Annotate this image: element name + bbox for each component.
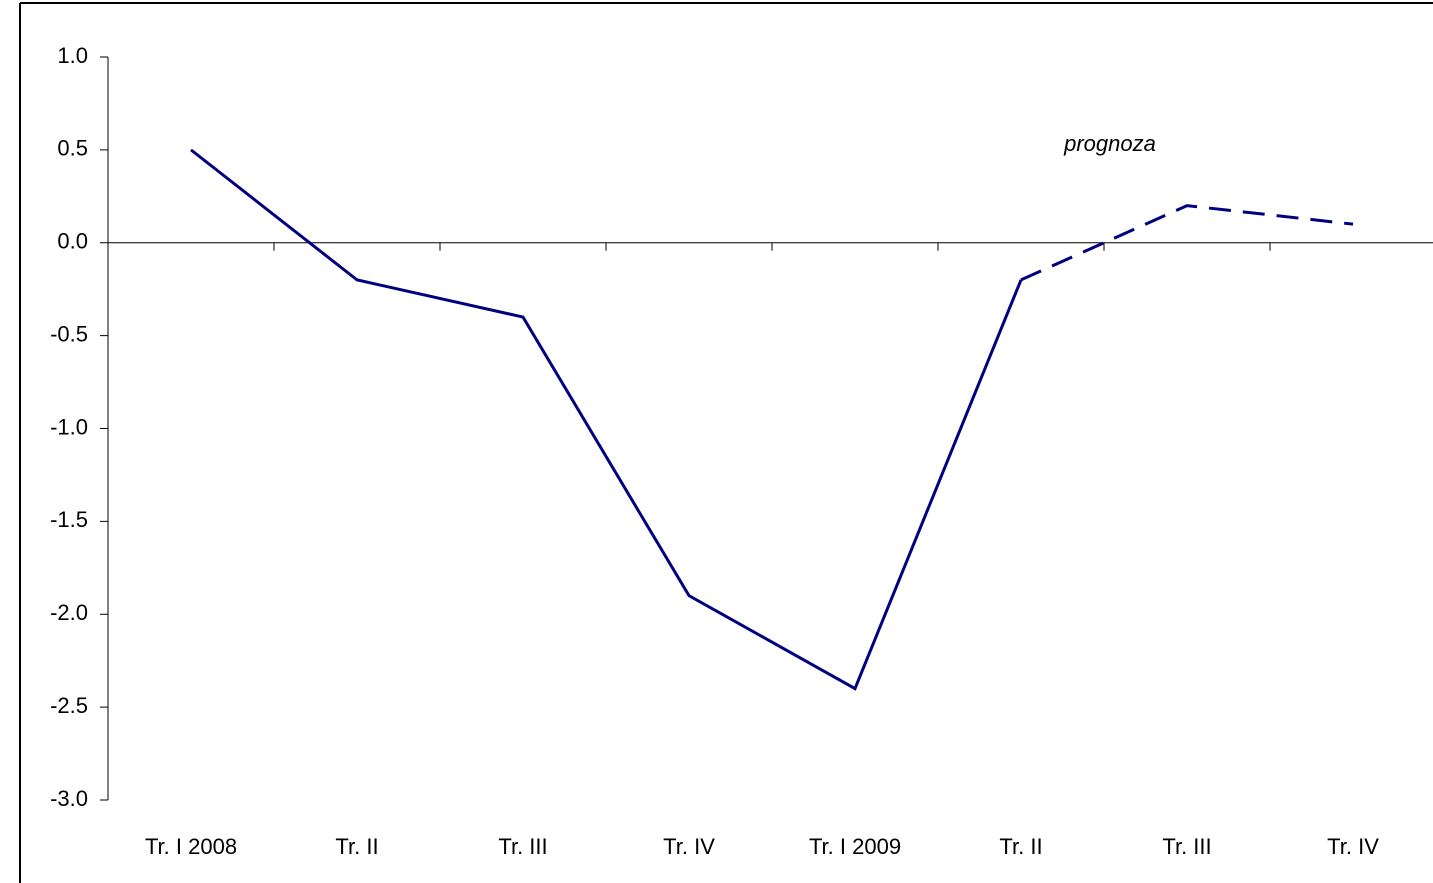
- x-tick-label: Tr. II: [999, 834, 1042, 859]
- y-tick-label: -3.0: [50, 786, 88, 811]
- x-tick-label: Tr. I 2008: [145, 834, 237, 859]
- y-tick-label: -2.0: [50, 600, 88, 625]
- x-tick-label: Tr. IV: [663, 834, 715, 859]
- y-tick-label: 1.0: [57, 43, 88, 68]
- y-tick-label: -2.5: [50, 693, 88, 718]
- y-tick-label: -0.5: [50, 321, 88, 346]
- y-tick-label: -1.5: [50, 507, 88, 532]
- y-tick-label: -1.0: [50, 414, 88, 439]
- data-line: [190, 148, 1023, 691]
- x-tick-label: Tr. II: [335, 834, 378, 859]
- annotation: prognoza: [1063, 131, 1156, 156]
- y-tick-label: 0.5: [57, 136, 88, 161]
- x-tick-label: Tr. I 2009: [809, 834, 901, 859]
- x-tick-label: Tr. III: [498, 834, 547, 859]
- x-tick-label: Tr. III: [1162, 834, 1211, 859]
- y-tick-label: 0.0: [57, 229, 88, 254]
- x-tick-label: Tr. IV: [1327, 834, 1379, 859]
- data-line: [1020, 204, 1354, 282]
